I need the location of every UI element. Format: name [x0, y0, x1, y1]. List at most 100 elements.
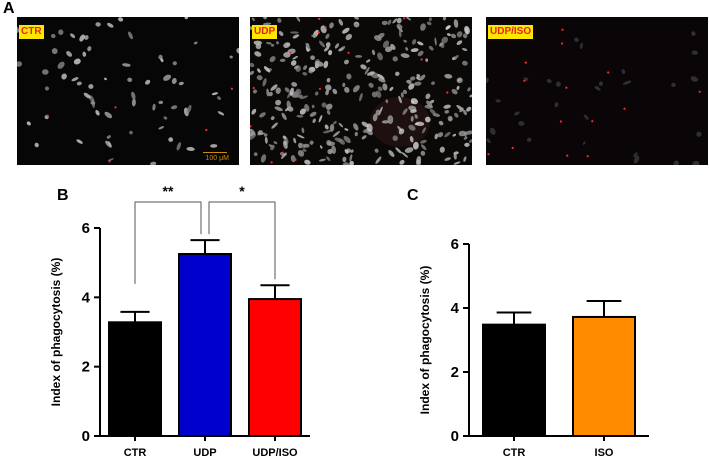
phagocytosed-particle [318, 17, 321, 20]
cell [405, 47, 409, 51]
cell [387, 115, 394, 125]
cell [293, 137, 297, 144]
scale-bar-text: 100 μM [205, 155, 230, 162]
cell [453, 19, 459, 28]
cell [414, 114, 418, 119]
cell [429, 109, 436, 115]
cell [583, 114, 589, 120]
cell [229, 55, 233, 59]
cell [342, 27, 350, 34]
cell [332, 131, 341, 137]
cell [360, 64, 367, 70]
chart-b-x-tick-label: CTR [124, 447, 147, 458]
cell [415, 121, 425, 127]
cell [250, 70, 255, 76]
cell [462, 33, 468, 39]
cell [83, 92, 91, 99]
phagocytosed-particle [270, 161, 273, 164]
cell [426, 21, 432, 26]
cell [366, 123, 373, 132]
cell [374, 148, 379, 153]
micrograph-background [17, 17, 239, 165]
phagocytosed-particle [523, 79, 526, 82]
cell [297, 150, 305, 157]
cell [170, 105, 178, 110]
cell [269, 56, 276, 63]
cell [217, 96, 221, 100]
chart-b-x-tick-label: UDP [193, 447, 216, 458]
phagocytosed-particle [324, 26, 327, 29]
micrograph-label-udp: UDP [252, 25, 278, 39]
phagocytosed-particle [252, 86, 255, 90]
cell [444, 73, 453, 79]
cell [325, 89, 329, 96]
cell [264, 136, 268, 144]
cell [354, 132, 358, 137]
cell [489, 127, 496, 135]
chart-b-significance-bracket [208, 201, 276, 280]
cell [692, 160, 700, 165]
cell [314, 91, 319, 96]
cell [459, 107, 464, 113]
chart-c-y-tick-label: 4 [451, 300, 460, 317]
cell [377, 73, 385, 80]
chart-b: 0 2 4 6 Index of phagocytosis (%) CTR UDP UDP/I… [49, 183, 310, 458]
cell [255, 43, 262, 50]
cell [402, 108, 408, 115]
cell [390, 43, 396, 50]
cell [131, 91, 136, 100]
cell [326, 110, 331, 115]
cell [122, 63, 131, 67]
cell [514, 111, 520, 116]
cell [322, 130, 332, 134]
phagocytosed-particle [561, 28, 564, 31]
cell [437, 132, 444, 138]
cell [302, 149, 307, 152]
cell [263, 66, 271, 73]
cell [217, 111, 225, 116]
cell [270, 144, 275, 151]
cell [415, 77, 421, 81]
cell [158, 100, 164, 105]
phagocytosed-particle [586, 155, 589, 158]
cell [95, 22, 101, 27]
phagocytosed-particle [294, 158, 297, 161]
cell [377, 52, 383, 61]
cell [428, 45, 434, 51]
cell [403, 39, 408, 43]
cell [296, 17, 301, 22]
cell [91, 99, 95, 108]
cell [444, 131, 451, 138]
cell [377, 86, 383, 92]
cell [73, 58, 81, 65]
cell [76, 81, 82, 86]
cell [257, 132, 266, 136]
cell [260, 154, 267, 163]
cell [318, 158, 326, 162]
cell [284, 87, 290, 93]
cell [127, 77, 133, 83]
cell [319, 145, 323, 149]
cell [296, 114, 304, 118]
cell [450, 33, 457, 39]
cell [417, 50, 424, 57]
cell [411, 39, 417, 45]
cell [282, 135, 287, 140]
cell [171, 77, 177, 85]
cell [17, 27, 20, 33]
cell [150, 161, 157, 165]
cell [392, 56, 398, 62]
chart-c: 0 2 4 6 Index of phagocytosis (%) CTR ISO [418, 236, 649, 458]
cell [364, 66, 370, 75]
cell [250, 128, 256, 136]
micrograph-udp-iso-image [486, 17, 708, 165]
micrograph-label-udp-iso: UDP/ISO [488, 25, 534, 39]
cell [71, 77, 79, 82]
cell [310, 55, 315, 61]
cell [428, 17, 432, 22]
cell [312, 118, 316, 123]
cell [318, 114, 323, 123]
cell [286, 100, 292, 110]
cell [163, 116, 168, 120]
cell [339, 46, 346, 52]
